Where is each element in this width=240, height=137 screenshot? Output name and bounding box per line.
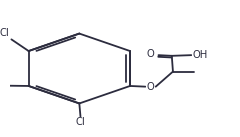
Text: OH: OH xyxy=(192,50,208,60)
Text: O: O xyxy=(147,49,155,59)
Text: O: O xyxy=(146,82,154,92)
Text: Cl: Cl xyxy=(0,28,10,38)
Text: Cl: Cl xyxy=(76,117,85,127)
